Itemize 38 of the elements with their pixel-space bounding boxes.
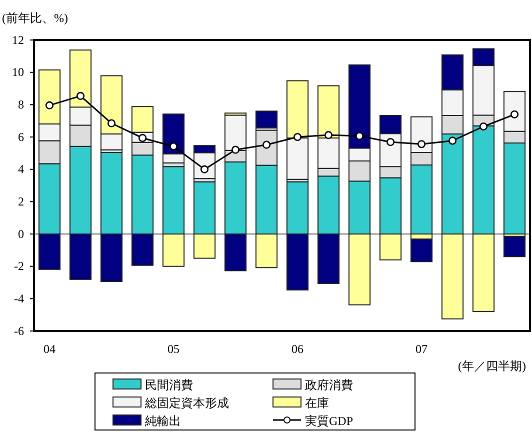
x-tick-label: 04: [44, 342, 56, 356]
legend-label: 純輸出: [145, 414, 181, 428]
y-tick-label: 10: [12, 65, 24, 80]
legend-label: 総固定資本形成: [144, 396, 229, 410]
point: [510, 110, 519, 118]
point: [355, 132, 364, 140]
y-tick-label: 4: [18, 162, 24, 176]
x-axis-title: (年／四半期): [458, 359, 526, 373]
legend-label: 政府消費: [305, 378, 353, 392]
x-tick-label: 05: [168, 342, 180, 356]
y-tick-label: 6: [18, 130, 24, 144]
point: [45, 101, 54, 110]
point: [448, 136, 457, 145]
x-tick-label: 06: [292, 342, 304, 356]
point: [417, 140, 426, 148]
point: [293, 132, 302, 142]
point: [386, 138, 395, 146]
y-axis-title: (前年比、%): [2, 11, 68, 25]
y-tick-label: 0: [18, 226, 24, 241]
y-tick-label: 8: [18, 98, 24, 112]
point: [169, 142, 178, 150]
legend-label: 実質GDP: [305, 414, 354, 428]
y-tick-label: -4: [14, 292, 24, 306]
point: [231, 146, 240, 154]
point: [324, 131, 333, 140]
legend-label: 在庫: [305, 396, 329, 410]
x-tick-label: 07: [416, 342, 428, 356]
y-tick-label: 12: [12, 32, 24, 47]
point: [262, 140, 271, 149]
bar: [255, 110, 278, 128]
y-tick-label: -2: [14, 259, 24, 274]
point: [76, 92, 85, 100]
point: [107, 119, 116, 128]
y-tick-label: 2: [18, 194, 24, 209]
bar: [503, 236, 526, 258]
legend-label: 民間消費: [145, 378, 193, 392]
y-tick-label: -6: [14, 324, 24, 338]
point: [479, 122, 488, 131]
